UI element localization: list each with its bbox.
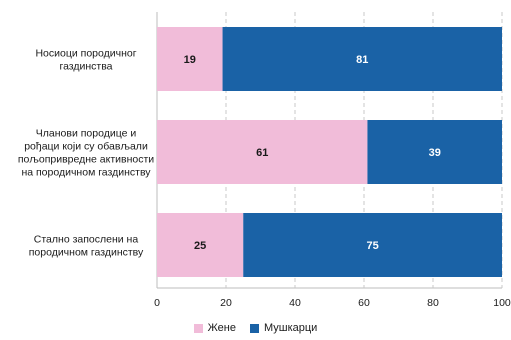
bar-segment-women [157,120,368,184]
data-label: 81 [356,54,368,66]
bar-segment-women [157,27,223,91]
x-axis-ticks: 0 20 40 60 80 100 [154,297,511,309]
data-label: 75 [367,240,379,252]
x-tick-label: 80 [427,297,439,309]
legend: Жене Мушкарци [0,322,511,334]
data-label: 61 [256,147,268,159]
x-tick-label: 20 [220,297,232,309]
legend-swatch-women [193,323,203,333]
x-tick-label: 100 [493,297,511,309]
data-label: 25 [194,240,206,252]
category-label: Стално запослени на [34,234,139,246]
category-label: Носиоци породичног [35,48,136,60]
legend-item-men: Мушкарци [249,322,318,334]
data-label: 39 [429,147,441,159]
category-label: рођаци који су обављали [24,141,148,153]
bar-segment-men [222,27,503,91]
category-label: Чланови породице и [36,128,137,140]
x-tick-label: 40 [289,297,301,309]
bar-segment-women [157,213,244,277]
legend-item-women: Жене [193,322,236,334]
category-label: газдинства [59,61,112,73]
category-label: на породичном газдинству [21,167,151,179]
bar-segment-men [367,120,502,184]
legend-label-women: Жене [207,322,236,334]
legend-swatch-men [249,323,259,333]
data-label: 19 [184,54,196,66]
bar-segment-men [243,213,502,277]
category-label: породичном газдинству [29,247,144,259]
legend-label-men: Мушкарци [263,322,318,334]
x-tick-label: 0 [154,297,160,309]
x-tick-label: 60 [358,297,370,309]
category-label: пољопривредне активности [18,154,154,166]
bars: 19 81 61 39 25 75 [157,27,503,277]
